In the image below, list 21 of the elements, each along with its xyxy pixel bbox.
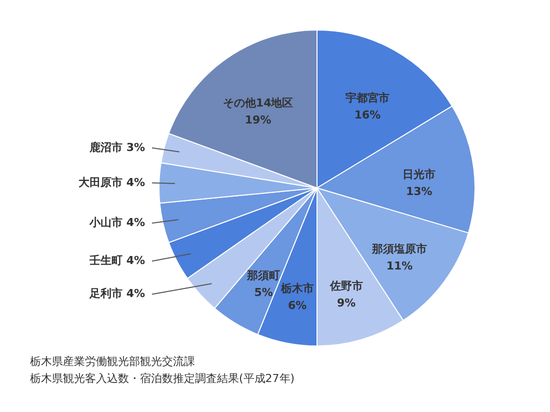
- slice-label: 足利市 4%: [88, 287, 145, 300]
- slice-label: 佐野市: [328, 280, 363, 293]
- slice-label: 大田原市 4%: [78, 176, 145, 189]
- slice-label: 那須塩原市: [371, 242, 428, 256]
- slice-label: その他14地区: [222, 96, 294, 110]
- data-label: 9%: [336, 296, 356, 310]
- slice-label: 小山市 4%: [88, 216, 145, 230]
- data-label: 5%: [254, 286, 273, 300]
- data-label: 19%: [244, 114, 272, 127]
- slice-label: 壬生町 4%: [88, 254, 145, 268]
- slice-label: 日光市: [402, 168, 436, 181]
- data-label: 6%: [288, 299, 307, 312]
- text: 栃木県観光客入込数・宿泊数推定調査結果(平成27年): [30, 372, 295, 385]
- text: 栃木県産業労働観光部観光交流課: [30, 355, 195, 368]
- data-label: 11%: [386, 260, 413, 273]
- slice-label: 栃木市: [280, 282, 314, 296]
- slice-label: 宇都宮市: [346, 91, 390, 104]
- slice-label: 鹿沼市 3%: [88, 140, 145, 154]
- slice-label: 那須町: [246, 269, 280, 282]
- data-label: 16%: [354, 108, 381, 122]
- data-label: 13%: [406, 184, 432, 198]
